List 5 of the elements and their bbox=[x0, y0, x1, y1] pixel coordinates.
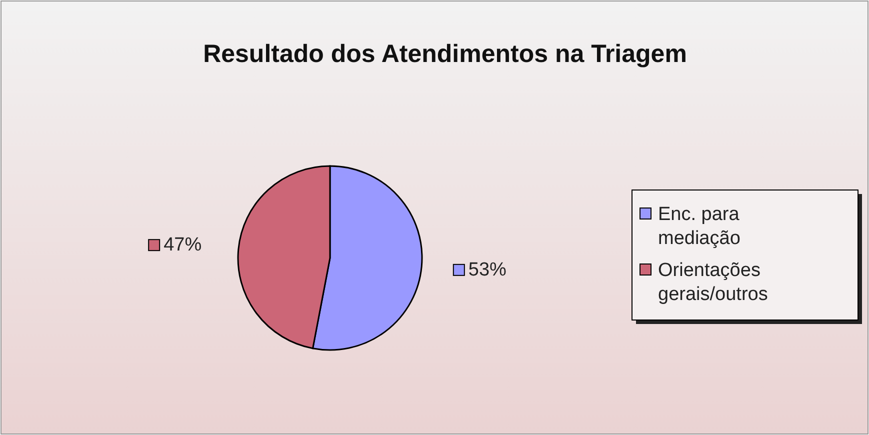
data-label: 53% bbox=[468, 259, 507, 280]
chart-title: Resultado dos Atendimentos na Triagem bbox=[203, 40, 687, 68]
legend-label: Enc. para mediação bbox=[658, 204, 740, 249]
legend-label: Orientações gerais/outros bbox=[658, 260, 768, 305]
data-label: 47% bbox=[164, 234, 202, 256]
